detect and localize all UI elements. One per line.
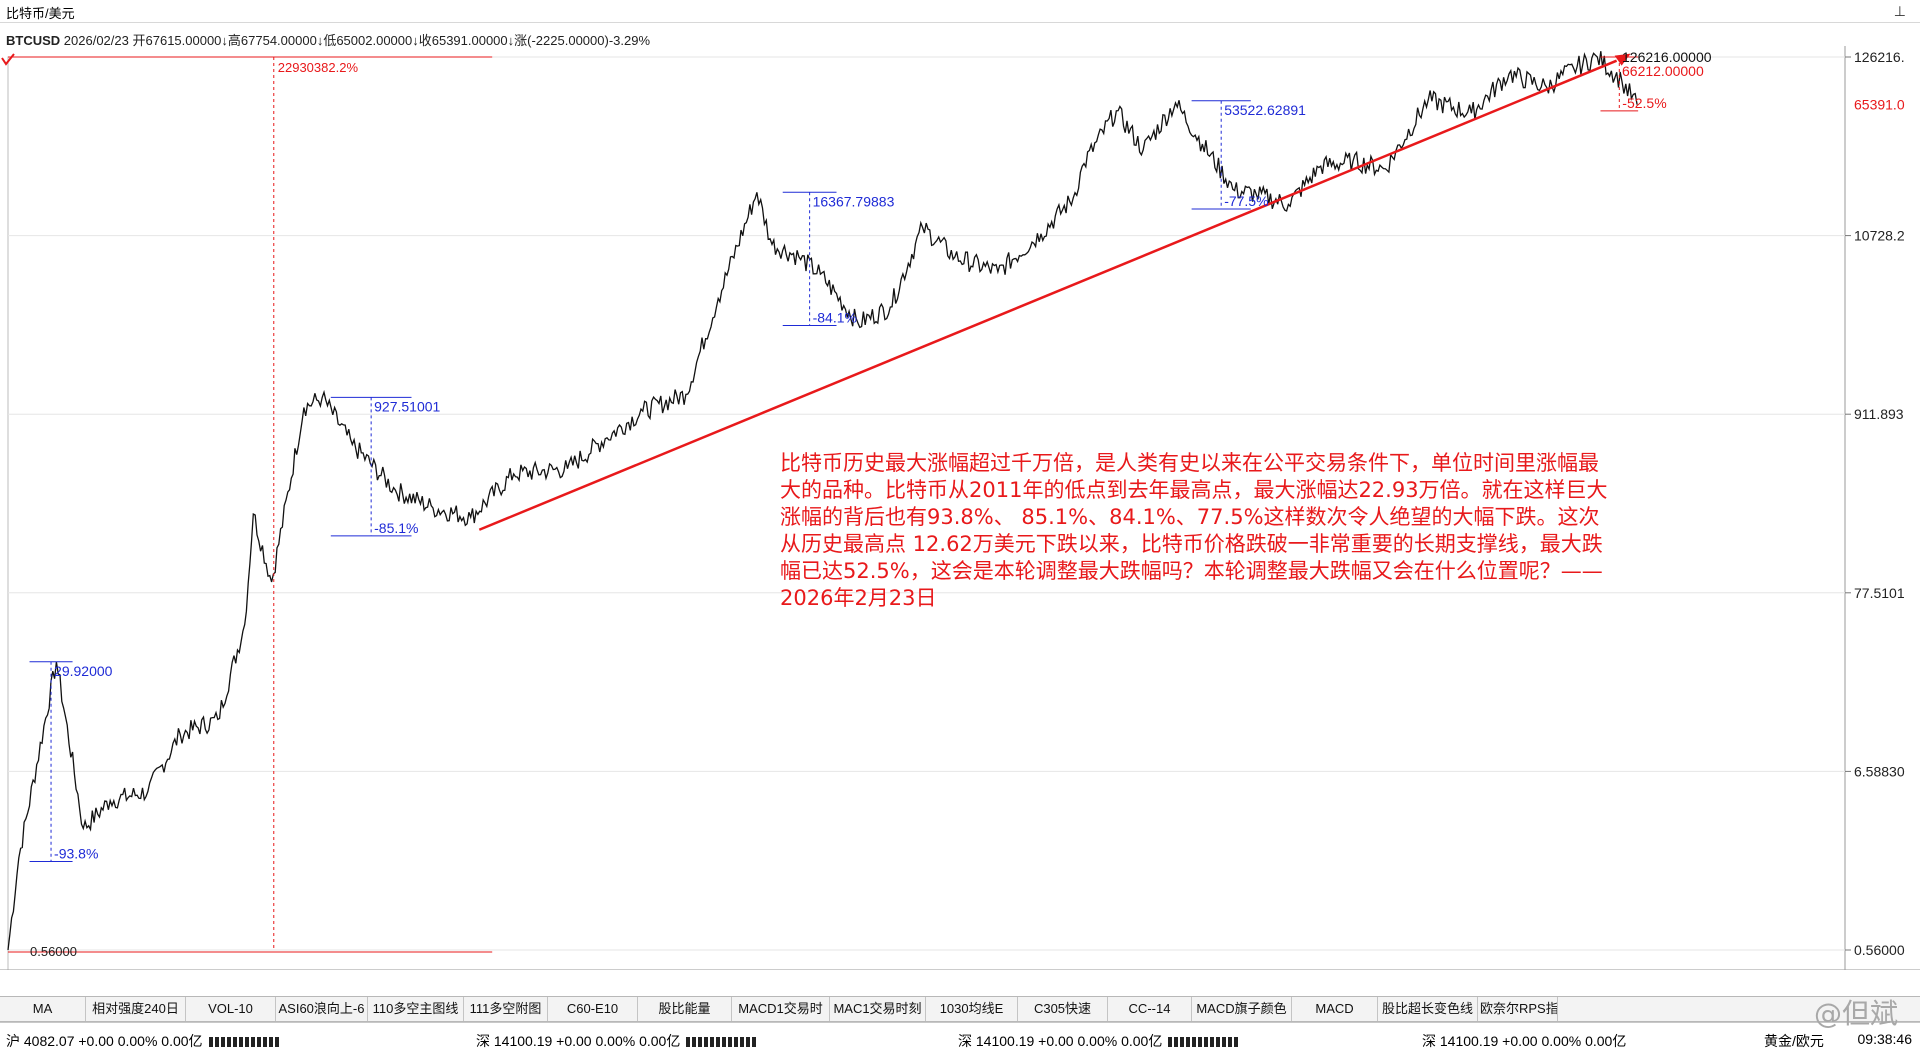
status-sz-index-2[interactable]: 深 14100.19 +0.00 0.00% 0.00亿 — [958, 1031, 1239, 1051]
status-sz2-text: 深 14100.19 +0.00 0.00% 0.00亿 — [958, 1033, 1163, 1049]
check-icon — [1, 53, 15, 66]
status-sz-index-3[interactable]: 深 14100.19 +0.00 0.00% 0.00亿 — [1422, 1031, 1626, 1051]
support-trend-line — [478, 59, 1618, 531]
drawdown-drop-label: -52.5% — [1622, 95, 1666, 111]
symbol-label: BTCUSD — [6, 33, 61, 48]
indicator-tab[interactable]: MA — [0, 997, 86, 1021]
indicator-tab[interactable]: 股比能量 — [638, 997, 732, 1021]
chart-annotation-text: 比特币历史最大涨幅超过千万倍，是人类有史以来在公平交易条件下，单位时间里涨幅最大… — [780, 451, 1608, 610]
volume-bars-icon — [686, 1037, 757, 1048]
indicator-tab[interactable]: 欧奈尔RPS指 — [1478, 997, 1558, 1021]
window-title: 比特币/美元 — [6, 6, 75, 21]
indicator-tab[interactable]: CC--14 — [1108, 997, 1192, 1021]
volume-bars-icon — [1168, 1037, 1239, 1048]
price-line — [7, 51, 1638, 951]
indicator-tab[interactable]: 111多空附图 — [464, 997, 548, 1021]
drawdown-high-label: 927.51001 — [374, 398, 440, 414]
drawdown-high-label: 16367.79883 — [813, 193, 895, 209]
y-tick-label: 77.5101 — [1854, 585, 1905, 601]
y-tick-label: 10728.2 — [1854, 228, 1905, 244]
title-bar: 比特币/美元 ⊥ — [0, 0, 1920, 23]
drawdown-drop-label: -93.8% — [54, 845, 98, 861]
low-price-label: 0.56000 — [30, 944, 77, 959]
drawdown-drop-label: -85.1% — [374, 520, 418, 536]
status-sh-text: 沪 4082.07 +0.00 0.00% 0.00亿 — [6, 1033, 203, 1049]
drawdown-drop-label: -84.1% — [813, 310, 857, 326]
drawdown-high-label: 29.92000 — [54, 663, 113, 679]
indicator-tab-bar: MA 相对强度240日 VOL-10 ASI60浪向上-6 110多空主图线 111多空附… — [0, 996, 1920, 1022]
status-sz3-text: 深 14100.19 +0.00 0.00% 0.00亿 — [1422, 1033, 1627, 1049]
indicator-tab[interactable]: 相对强度240日 — [86, 997, 186, 1021]
status-clock: 09:38:46 — [1857, 1031, 1913, 1047]
last-price-label: 65391.0 — [1854, 97, 1905, 113]
y-tick-label: 0.56000 — [1854, 942, 1905, 958]
total-gain-label: 22930382.2% — [278, 60, 359, 75]
date-label: 2026/02/23 — [63, 33, 129, 48]
indicator-tab[interactable]: 1030均线E — [926, 997, 1018, 1021]
y-tick-label: 126216. — [1854, 49, 1905, 65]
volume-bars-icon — [208, 1037, 279, 1048]
quote-info-bar: BTCUSD 2026/02/23 开67615.00000↓高67754.00… — [6, 30, 650, 49]
y-tick-label: 911.893 — [1854, 406, 1904, 422]
ohlc-label: 开67615.00000↓高67754.00000↓低65002.00000↓收… — [132, 33, 651, 48]
indicator-tab[interactable]: VOL-10 — [186, 997, 276, 1021]
indicator-tab[interactable]: MACD旗子颜色 — [1192, 997, 1292, 1021]
indicator-tab[interactable]: C60-E10 — [548, 997, 638, 1021]
indicator-tab[interactable]: 110多空主图线 — [368, 997, 464, 1021]
drawdown-high-label: 53522.62891 — [1224, 102, 1306, 118]
status-sh-index[interactable]: 沪 4082.07 +0.00 0.00% 0.00亿 — [6, 1031, 279, 1051]
y-tick-label: 6.58830 — [1854, 763, 1905, 779]
indicator-tab[interactable]: MAC1交易时刻 — [830, 997, 926, 1021]
drawdown-drop-label: -77.5% — [1224, 193, 1268, 209]
indicator-tab[interactable]: 股比超长变色线 — [1378, 997, 1478, 1021]
watermark: @但斌 — [1813, 997, 1898, 1030]
indicator-tab[interactable]: ASI60浪向上-6 — [276, 997, 368, 1021]
indicator-tab[interactable]: C305快速 — [1018, 997, 1108, 1021]
pin-icon[interactable]: ⊥ — [1893, 3, 1906, 19]
status-sz-index-1[interactable]: 深 14100.19 +0.00 0.00% 0.00亿 — [476, 1031, 757, 1051]
ath-price-label: 126216.00000 — [1622, 49, 1712, 65]
status-ticker[interactable]: 黄金/欧元 — [1764, 1033, 1824, 1049]
status-sz1-text: 深 14100.19 +0.00 0.00% 0.00亿 — [476, 1033, 681, 1049]
status-bar: 沪 4082.07 +0.00 0.00% 0.00亿 深 14100.19 +… — [0, 1022, 1920, 1057]
indicator-tab[interactable]: MACD1交易时 — [732, 997, 830, 1021]
current-level-label: 66212.00000 — [1622, 63, 1704, 79]
indicator-tab[interactable]: MACD — [1292, 997, 1378, 1021]
